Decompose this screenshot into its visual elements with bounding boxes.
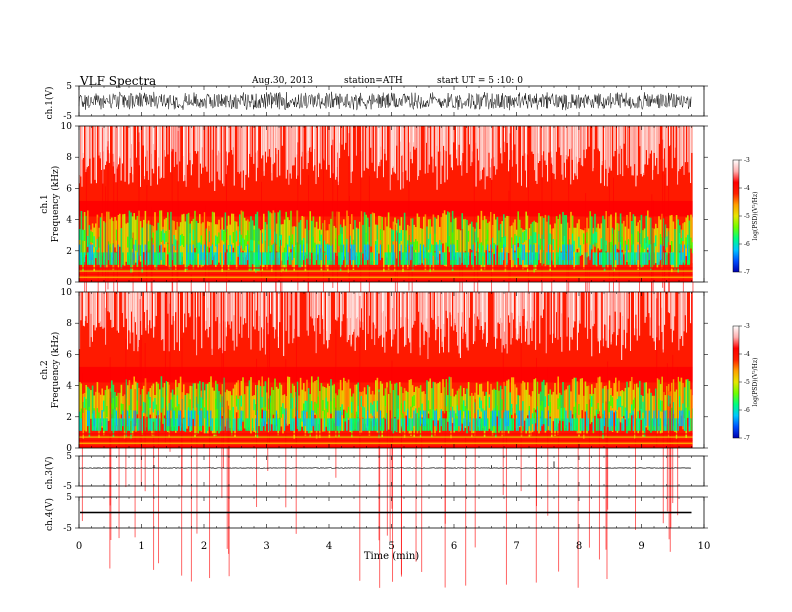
colorbar-tick-label: -5: [744, 213, 750, 220]
spectrum-line: [79, 276, 693, 279]
spectrum-line: [79, 273, 693, 275]
x-tick-label: 5: [388, 541, 394, 552]
y-tick-label: 5: [66, 452, 72, 462]
y-tick-label: 6: [66, 184, 72, 194]
colorbar-tick-label: -7: [744, 435, 750, 442]
colorbar-tick-label: -6: [744, 407, 750, 414]
x-tick-label: 6: [451, 541, 457, 552]
x-axis-label: Time (min): [364, 551, 419, 562]
x-tick-label: 3: [263, 541, 269, 552]
colorbar-tick-label: -3: [744, 157, 750, 164]
colorbar: [732, 325, 740, 439]
colorbar-tick-label: -6: [744, 241, 750, 248]
spectrum-line: [79, 270, 693, 272]
spectrum-line: [79, 442, 693, 445]
station-label: station=ATH: [344, 76, 403, 86]
y-tick-label: -5: [63, 524, 72, 534]
colorbar-tick-label: -4: [744, 351, 750, 358]
colorbar-label: log(PSD)(V²/Hz): [752, 192, 759, 241]
colorbar: [732, 159, 740, 273]
y-tick-label: 6: [66, 350, 72, 360]
y-tick-label: 2: [66, 413, 72, 423]
y-tick-label: 4: [66, 216, 72, 226]
y-tick-label: 2: [66, 247, 72, 257]
spectrum-line: [79, 445, 693, 448]
y-tick-label: -5: [63, 482, 72, 492]
y-axis-label: ch.4(V): [44, 498, 55, 531]
spectrum-band-red: [79, 200, 693, 217]
x-tick-label: 1: [138, 541, 144, 552]
y-tick-label: 0: [66, 278, 72, 288]
colorbar-tick-label: -5: [744, 379, 750, 386]
spectrum-line: [79, 433, 693, 435]
start-time-label: start UT = 5 :10: 0: [437, 76, 523, 86]
spectrum-line: [79, 267, 693, 269]
y-tick-label: 5: [66, 82, 72, 92]
y-tick-label: -5: [63, 112, 72, 122]
colorbar-tick-label: -3: [744, 323, 750, 330]
y-tick-label: 8: [66, 153, 72, 163]
y-tick-label: 10: [61, 122, 73, 132]
x-tick-label: 0: [76, 541, 82, 552]
ch1-trace: [78, 91, 692, 111]
x-tick-label: 8: [576, 541, 582, 552]
channel-label: ch.1: [40, 194, 50, 213]
y-axis-label: Frequency (kHz): [50, 166, 61, 243]
ch4-trace: [80, 511, 692, 514]
x-tick-label: 10: [698, 541, 711, 552]
y-tick-label: 4: [66, 382, 72, 392]
x-tick-label: 4: [326, 541, 332, 552]
colorbar-tick-label: -4: [744, 185, 750, 192]
colorbar-tick-label: -7: [744, 269, 750, 276]
spectrum-cells: [79, 126, 704, 422]
date-label: Aug.30, 2013: [252, 76, 313, 86]
y-axis-label: ch.1(V): [44, 87, 55, 120]
chart-title: VLF Spectra: [80, 74, 157, 88]
y-axis-label: ch.3(V): [44, 457, 55, 490]
channel-label: ch.2: [40, 360, 50, 379]
no-data-region: [692, 126, 704, 282]
no-data-region: [692, 292, 704, 448]
x-tick-label: 9: [638, 541, 644, 552]
ch3-trace: [78, 467, 692, 469]
spectrum-band-red: [79, 366, 693, 383]
y-tick-label: 8: [66, 319, 72, 329]
y-tick-label: 0: [66, 444, 72, 454]
spectrum-line: [79, 279, 693, 282]
x-tick-label: 2: [201, 541, 207, 552]
spectrum-line: [79, 436, 693, 438]
y-axis-label: Frequency (kHz): [50, 332, 61, 409]
panel-frame: [78, 85, 705, 117]
y-tick-label: 10: [61, 288, 73, 298]
x-tick-label: 7: [513, 541, 519, 552]
colorbar-label: log(PSD)(V²/Hz): [752, 358, 759, 407]
y-tick-label: 5: [66, 493, 72, 503]
spectrum-line: [79, 439, 693, 441]
spectrum-cells: [79, 292, 704, 588]
